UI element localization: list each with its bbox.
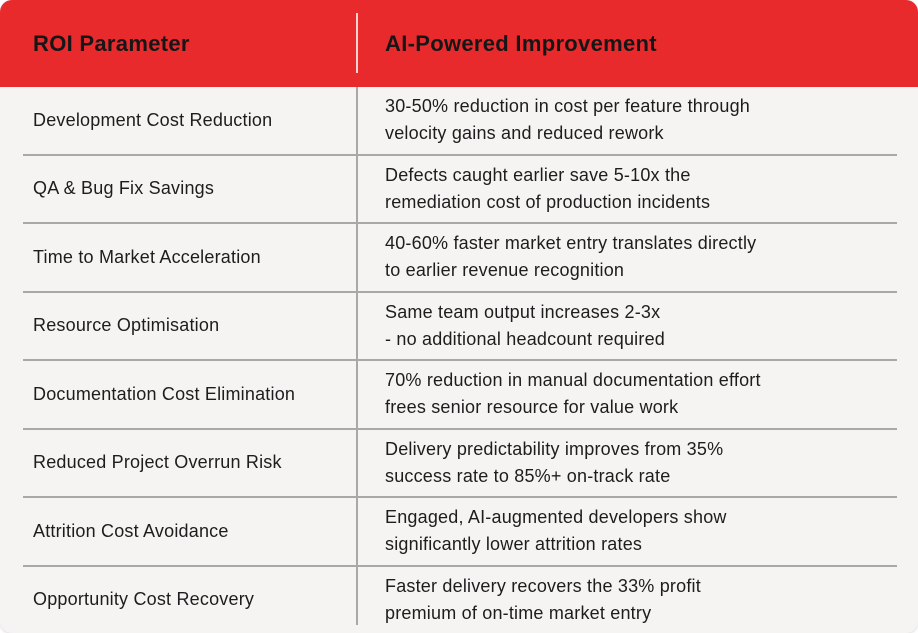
row-separator xyxy=(23,427,897,430)
improvement-line: Delivery predictability improves from 35… xyxy=(385,438,724,459)
table-row: Reduced Project Overrun Risk Delivery pr… xyxy=(0,430,918,497)
table-body: Development Cost Reduction 30-50% reduct… xyxy=(0,87,918,633)
header-roi-parameter: ROI Parameter xyxy=(33,30,190,56)
improvement-line: 40-60% faster market entry translates di… xyxy=(385,233,757,254)
improvement-line: Faster delivery recovers the 33% profit xyxy=(385,575,701,596)
improvement-line: success rate to 85%+ on-track rate xyxy=(385,465,671,486)
improvement-line: Same team output increases 2-3x xyxy=(385,301,661,322)
row-separator xyxy=(23,359,897,361)
roi-parameter-cell: Time to Market Acceleration xyxy=(33,246,261,267)
improvement-line: Defects caught earlier save 5-10x the xyxy=(385,164,691,185)
improvement-line: - no additional headcount required xyxy=(385,328,665,349)
table-row: Documentation Cost Elimination 70% reduc… xyxy=(0,361,918,428)
improvement-cell: Faster delivery recovers the 33% profit … xyxy=(357,573,918,627)
roi-parameter-cell: Reduced Project Overrun Risk xyxy=(33,452,282,473)
roi-parameter-cell: Documentation Cost Elimination xyxy=(33,383,296,404)
improvement-cell: 30-50% reduction in cost per feature thr… xyxy=(357,93,918,147)
row-separator xyxy=(23,564,897,567)
improvement-cell: 70% reduction in manual documentation ef… xyxy=(357,367,918,421)
improvement-line: significantly lower attrition rates xyxy=(385,534,643,555)
table-row: Opportunity Cost Recovery Faster deliver… xyxy=(0,567,918,633)
row-separator xyxy=(23,290,897,293)
improvement-line: 70% reduction in manual documentation ef… xyxy=(385,370,761,391)
table-row: Resource Optimisation Same team output i… xyxy=(0,293,918,360)
header-column-divider xyxy=(356,13,358,73)
header-ai-improvement: AI-Powered Improvement xyxy=(385,30,657,56)
improvement-cell: Same team output increases 2-3x - no add… xyxy=(357,299,918,353)
improvement-line: velocity gains and reduced rework xyxy=(385,123,664,144)
body-column-divider xyxy=(356,87,358,625)
improvement-line: to earlier revenue recognition xyxy=(385,260,625,281)
table-header: ROI Parameter AI-Powered Improvement xyxy=(0,0,918,87)
improvement-line: frees senior resource for value work xyxy=(385,397,679,418)
table-row: Development Cost Reduction 30-50% reduct… xyxy=(0,87,918,154)
improvement-cell: Engaged, AI-augmented developers show si… xyxy=(357,504,918,558)
roi-parameter-cell: Resource Optimisation xyxy=(33,315,220,336)
improvement-cell: Delivery predictability improves from 35… xyxy=(357,436,918,490)
improvement-cell: 40-60% faster market entry translates di… xyxy=(357,230,918,284)
roi-parameter-cell: Development Cost Reduction xyxy=(33,109,273,130)
roi-parameter-cell: QA & Bug Fix Savings xyxy=(33,178,215,199)
table-row: Attrition Cost Avoidance Engaged, AI-aug… xyxy=(0,498,918,565)
row-separator xyxy=(23,496,897,498)
table-row: QA & Bug Fix Savings Defects caught earl… xyxy=(0,156,918,223)
improvement-cell: Defects caught earlier save 5-10x the re… xyxy=(357,162,918,216)
roi-parameter-cell: Opportunity Cost Recovery xyxy=(33,589,255,610)
improvement-line: Engaged, AI-augmented developers show xyxy=(385,507,727,528)
table-row: Time to Market Acceleration 40-60% faste… xyxy=(0,224,918,291)
improvement-line: 30-50% reduction in cost per feature thr… xyxy=(385,96,751,117)
improvement-line: remediation cost of production incidents xyxy=(385,191,711,212)
row-separator xyxy=(23,222,897,224)
roi-parameter-cell: Attrition Cost Avoidance xyxy=(33,520,229,541)
improvement-line: premium of on-time market entry xyxy=(385,602,652,623)
row-separator xyxy=(23,153,897,156)
